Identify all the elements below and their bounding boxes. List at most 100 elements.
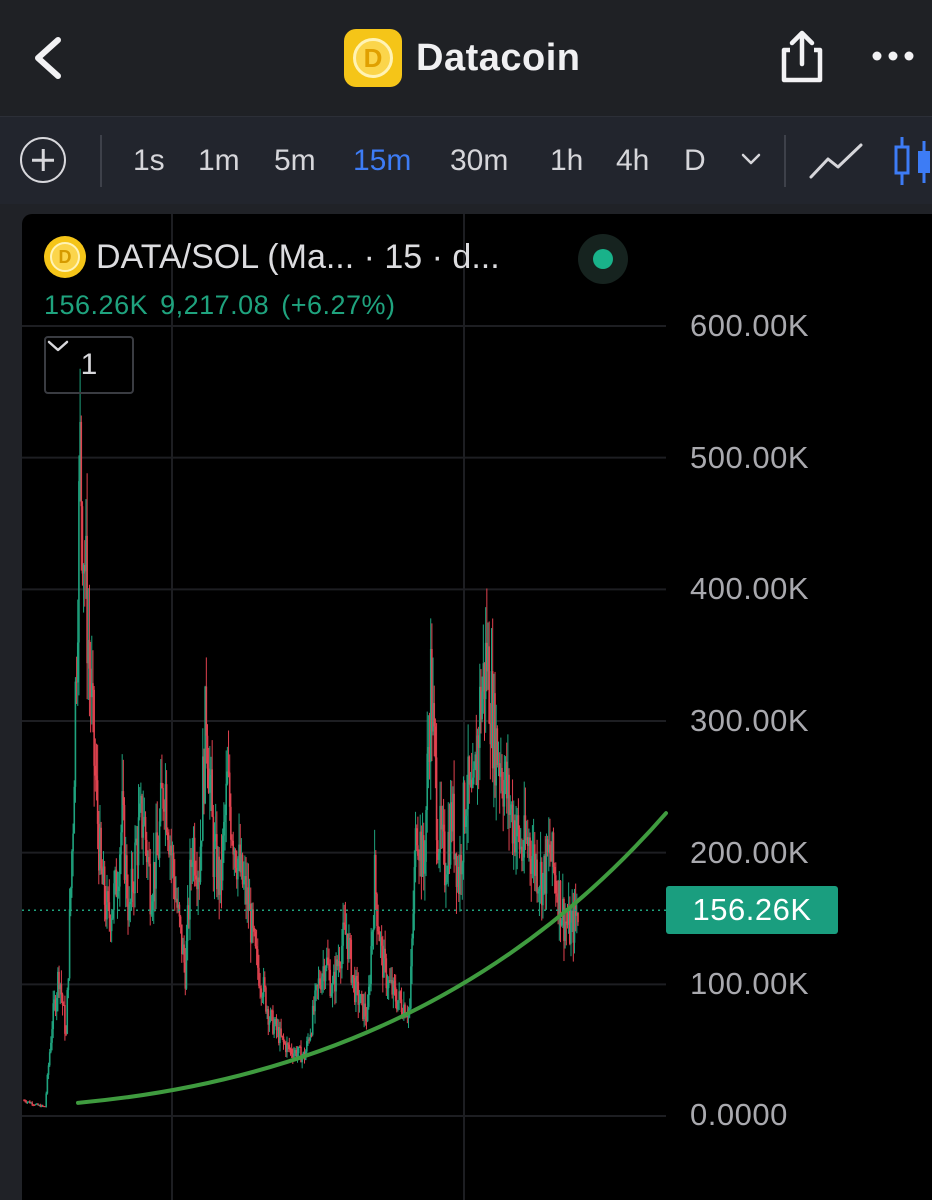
candle-body	[58, 971, 60, 990]
candle-body	[372, 928, 375, 932]
add-indicator-icon[interactable]	[20, 137, 66, 183]
candle-body	[317, 978, 320, 986]
candle-body	[205, 686, 208, 736]
tab-timeframe-1m[interactable]: 1m	[198, 144, 240, 177]
candle-body	[179, 916, 182, 925]
chart-legend-title[interactable]: D DATA/SOL (Ma... · 15 · d...	[44, 236, 500, 278]
candle-body	[45, 1093, 48, 1107]
candle-body	[531, 855, 534, 874]
indicator-collapse-button[interactable]: 1	[44, 336, 134, 394]
candle-body	[296, 1053, 299, 1058]
candle-body	[386, 988, 389, 990]
candle-body	[479, 686, 481, 748]
candle-body	[233, 850, 236, 855]
candle-body	[373, 854, 376, 929]
candle-body	[103, 866, 106, 905]
candle-body	[237, 858, 239, 880]
candle-body	[435, 757, 438, 841]
candle-body	[62, 1004, 65, 1006]
candle-body	[267, 1009, 270, 1025]
candle-body	[577, 912, 579, 923]
candle-body	[54, 999, 57, 1012]
line-chart-icon[interactable]	[808, 141, 864, 181]
candle-body	[282, 1036, 285, 1043]
candle-body	[249, 903, 252, 943]
candle-body	[173, 876, 176, 900]
candle-body	[293, 1053, 295, 1058]
candlestick-plot[interactable]	[22, 214, 932, 1200]
candle-body	[396, 1001, 398, 1010]
candle-body	[415, 828, 418, 846]
candle-body	[246, 887, 249, 905]
candle-body	[206, 735, 209, 769]
candle-body	[95, 775, 98, 781]
candle-body	[85, 535, 87, 572]
candlestick-chart-icon[interactable]	[888, 133, 932, 189]
candle-body	[382, 945, 384, 978]
candle-body	[213, 841, 216, 878]
candle-body	[98, 823, 100, 871]
chevron-down-icon[interactable]	[740, 151, 762, 167]
candle-body	[117, 886, 120, 892]
candle-body	[200, 840, 203, 847]
candle-body	[494, 693, 496, 786]
candle-body	[183, 944, 185, 963]
candle-body	[168, 840, 170, 855]
candle-body	[73, 786, 76, 834]
candle-body	[549, 844, 551, 854]
candle-body	[299, 1046, 301, 1048]
candle-body	[460, 854, 462, 875]
candle-body	[320, 985, 322, 990]
candle-body	[470, 779, 473, 789]
candle-body	[289, 1048, 292, 1050]
candle-body	[392, 980, 395, 995]
candle-body	[475, 754, 478, 786]
candle-body	[517, 815, 520, 830]
candle-body	[546, 839, 549, 853]
candle-body	[315, 985, 317, 991]
candle-body	[501, 767, 503, 792]
candle-body	[366, 1006, 369, 1022]
change-percent: (+6.27%)	[281, 290, 396, 320]
candle-body	[136, 838, 139, 866]
tab-timeframe-5m[interactable]: 5m	[274, 144, 316, 177]
price-chart[interactable]: D DATA/SOL (Ma... · 15 · d... 156.26K 9,2…	[22, 214, 932, 1200]
candle-body	[544, 855, 547, 894]
candle-body	[24, 1100, 26, 1102]
candle-body	[473, 768, 475, 778]
tab-timeframe-4h[interactable]: 4h	[616, 144, 650, 177]
candle-body	[130, 868, 133, 902]
more-options-icon[interactable]	[868, 44, 918, 68]
tab-timeframe-30m[interactable]: 30m	[450, 144, 509, 177]
candle-body	[207, 768, 210, 793]
candle-body	[38, 1104, 40, 1106]
candle-body	[225, 783, 227, 816]
candle-body	[142, 824, 145, 838]
candle-body	[507, 774, 509, 799]
candle-body	[393, 980, 396, 988]
tab-timeframe-15m[interactable]: 15m	[353, 144, 412, 177]
candle-body	[468, 756, 471, 785]
candle-body	[231, 839, 233, 841]
candle-body	[176, 898, 178, 908]
tab-timeframe-1s[interactable]: 1s	[133, 144, 165, 177]
candle-body	[239, 844, 242, 873]
candle-body	[44, 1106, 46, 1108]
candle-body	[230, 806, 232, 840]
candle-body	[245, 876, 247, 905]
candle-body	[323, 966, 326, 982]
candle-body	[47, 1065, 50, 1075]
candle-body	[27, 1101, 30, 1103]
tab-timeframe-1h[interactable]: 1h	[550, 144, 584, 177]
candle-body	[273, 1024, 275, 1034]
candle-body	[523, 815, 526, 858]
share-icon[interactable]	[776, 28, 828, 86]
candle-body	[220, 859, 223, 881]
candle-body	[223, 821, 225, 836]
candle-body	[390, 980, 392, 982]
candle-body	[297, 1046, 300, 1054]
tab-timeframe-d[interactable]: D	[684, 144, 706, 177]
back-arrow-icon[interactable]	[26, 32, 72, 84]
trendline-curve[interactable]	[76, 811, 668, 1105]
candle-body	[113, 883, 115, 911]
